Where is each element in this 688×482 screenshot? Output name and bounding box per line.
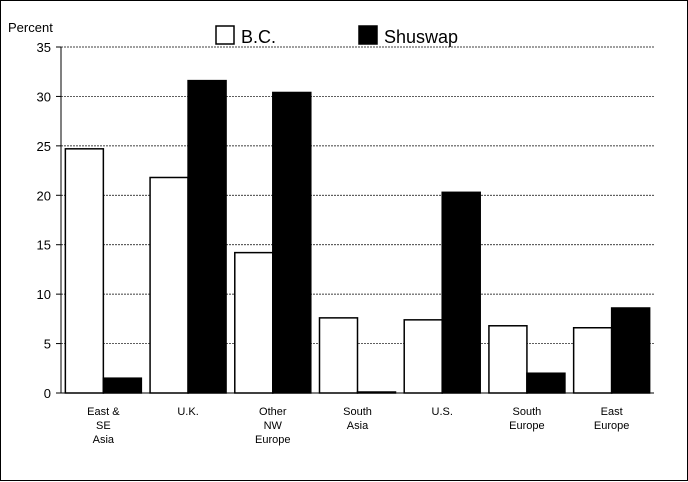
x-category-label: East (601, 406, 623, 418)
x-category-label: East & (87, 406, 120, 418)
y-tick-label: 10 (37, 287, 51, 302)
y-tick-label: 0 (44, 386, 51, 401)
y-tick-label: 15 (37, 238, 51, 253)
x-category-label: Asia (93, 434, 115, 446)
x-category-label: Asia (347, 420, 369, 432)
legend-label-shuswap: Shuswap (384, 27, 458, 47)
bar-shuswap (187, 79, 227, 394)
bar-shuswap (441, 191, 481, 394)
x-category-label: Europe (509, 420, 544, 432)
bars (64, 79, 651, 394)
x-category-label: South (343, 406, 372, 418)
y-axis-title: Percent (8, 20, 53, 35)
legend-swatch-shuswap (358, 25, 378, 45)
bar-shuswap (272, 91, 312, 394)
bar-bc (488, 325, 528, 394)
y-tick-label: 30 (37, 89, 51, 104)
y-tick-label: 35 (37, 40, 51, 55)
bar-bc (234, 251, 274, 394)
x-category-label: U.K. (177, 406, 198, 418)
bar-bc (318, 317, 359, 394)
x-category-label: SE (96, 420, 111, 432)
x-category-label: NW (264, 420, 283, 432)
y-axis: 0 5 10 15 20 25 30 35 (37, 40, 61, 401)
bar-shuswap (610, 307, 651, 394)
y-tick-label: 5 (44, 337, 51, 352)
bar-shuswap (526, 372, 566, 394)
bar-bc (403, 319, 443, 394)
bar-bc (64, 148, 105, 394)
legend-label-bc: B.C. (241, 27, 276, 47)
legend: B.C. Shuswap (215, 25, 458, 47)
x-category-label: South (513, 406, 542, 418)
x-axis: East & SE Asia U.K. Other NW Europe South Asia U.… (87, 406, 629, 446)
x-category-label: Europe (594, 420, 629, 432)
x-category-label: Europe (255, 434, 290, 446)
y-tick-label: 25 (37, 139, 51, 154)
x-category-label: U.S. (432, 406, 453, 418)
y-tick-label: 20 (37, 188, 51, 203)
bar-bc (572, 327, 613, 394)
legend-swatch-bc (215, 25, 235, 45)
bar-bc (149, 176, 189, 394)
bar-shuswap (102, 377, 143, 394)
x-category-label: Other (259, 406, 287, 418)
